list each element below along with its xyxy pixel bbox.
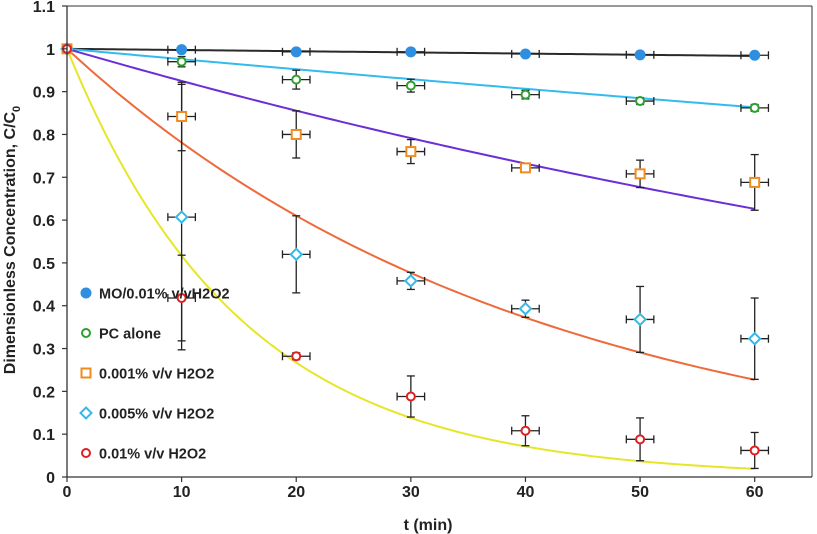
data-point-series-0 — [405, 46, 417, 58]
data-point-series-1 — [405, 80, 416, 91]
data-point-series-2 — [290, 128, 302, 140]
y-tick-label: 0.7 — [33, 170, 55, 187]
data-point-series-3 — [633, 312, 647, 327]
y-axis-title: Dimensionless Concentration, C/C0 — [2, 106, 23, 374]
axes: 0 0.1 0.2 0.3 0.4 0.5 0.6 0.7 0.8 0.9 1 1.1 0 10 20 30 4… — [33, 0, 813, 501]
fit-line-series-2 — [66, 47, 755, 210]
y-tick-label: 0.8 — [33, 127, 55, 144]
data-points — [60, 41, 762, 456]
data-point-series-4 — [749, 445, 760, 456]
legend-item: 0.01% v/v H2O2 — [81, 447, 206, 463]
x-tick-label: 10 — [173, 484, 191, 501]
y-tick-label: 0.3 — [33, 342, 55, 359]
legend-marker — [81, 328, 91, 338]
data-point-series-2 — [405, 146, 417, 158]
y-tick-label: 1.1 — [33, 0, 55, 16]
y-tick-label: 0.9 — [33, 85, 55, 102]
x-tick-label: 50 — [631, 484, 649, 501]
y-tick-label: 0.1 — [33, 427, 55, 444]
x-tick-label: 40 — [517, 484, 535, 501]
legend-marker — [80, 287, 92, 299]
legend-marker — [80, 367, 92, 379]
data-point-series-3 — [747, 331, 762, 346]
y-tick-label: 0.4 — [33, 299, 55, 316]
legend-label: PC alone — [99, 327, 161, 343]
data-point-series-0 — [519, 48, 531, 60]
data-point-series-2 — [519, 162, 531, 174]
data-point-series-2 — [176, 110, 188, 122]
data-point-series-1 — [291, 74, 302, 85]
y-tick-label: 1 — [46, 42, 55, 59]
y-tick-label: 0 — [46, 470, 55, 487]
data-point-series-2 — [634, 168, 646, 180]
x-axis-title: t (min) — [404, 517, 453, 534]
data-point-series-4 — [520, 425, 531, 436]
y-tick-label: 0.5 — [33, 256, 55, 273]
data-point-series-3 — [174, 210, 189, 225]
data-point-series-1 — [749, 102, 760, 113]
y-tick-label: 0.2 — [33, 384, 55, 401]
legend-item: MO/0.01% v/vH2O2 — [80, 287, 230, 303]
data-point-series-1 — [176, 56, 187, 67]
x-tick-label: 20 — [287, 484, 305, 501]
data-point-series-4 — [635, 434, 646, 445]
data-point-series-0 — [749, 49, 761, 61]
data-point-series-1 — [520, 89, 531, 100]
y-axis-title-main: Dimensionless Concentration, C/C — [2, 111, 19, 374]
legend-marker — [81, 448, 91, 458]
legend-marker — [79, 406, 93, 420]
legend-item: 0.001% v/v H2O2 — [80, 367, 214, 383]
data-point-series-0 — [634, 49, 646, 61]
data-point-series-3 — [403, 273, 418, 288]
data-point-series-3 — [518, 301, 533, 316]
data-point-series-3 — [289, 247, 304, 262]
legend-item: 0.005% v/v H2O2 — [79, 406, 214, 423]
x-tick-label: 30 — [402, 484, 420, 501]
legend-label: 0.001% v/v H2O2 — [99, 367, 214, 383]
x-tick-label: 60 — [746, 484, 764, 501]
data-point-series-0 — [290, 46, 302, 58]
x-tick-label: 0 — [63, 484, 72, 501]
data-point-series-4 — [405, 391, 416, 402]
data-point-series-4 — [291, 351, 302, 362]
data-point-series-0 — [176, 44, 188, 56]
y-tick-label: 0.6 — [33, 213, 55, 230]
legend-label: MO/0.01% v/vH2O2 — [99, 287, 230, 303]
data-point-series-2 — [749, 176, 761, 188]
legend: MO/0.01% v/vH2O2 PC alone 0.001% v/v H2O2 0… — [79, 287, 230, 463]
data-point-series-1 — [635, 96, 646, 107]
legend-label: 0.01% v/v H2O2 — [99, 447, 206, 463]
legend-item: PC alone — [81, 327, 161, 343]
data-point-series-4 — [176, 293, 187, 304]
legend-label: 0.005% v/v H2O2 — [99, 407, 214, 423]
error-bars — [167, 45, 770, 470]
y-axis-title-subscript: 0 — [11, 106, 23, 112]
